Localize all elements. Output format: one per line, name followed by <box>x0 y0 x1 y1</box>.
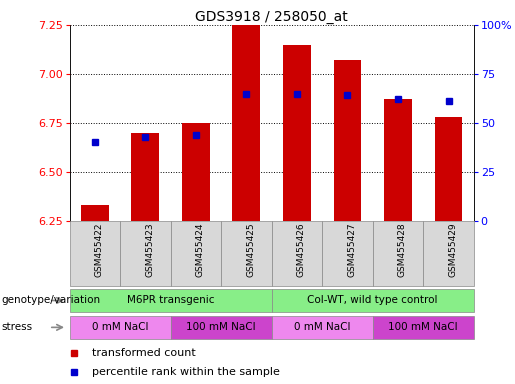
Bar <box>70 221 120 286</box>
Text: stress: stress <box>1 322 32 333</box>
Bar <box>423 221 474 286</box>
Bar <box>221 221 272 286</box>
Bar <box>81 205 109 221</box>
Text: GSM455424: GSM455424 <box>196 223 205 277</box>
Bar <box>435 117 462 221</box>
Bar <box>70 316 170 339</box>
Bar <box>70 289 272 312</box>
Bar <box>334 60 362 221</box>
Bar <box>170 221 221 286</box>
Bar <box>373 316 474 339</box>
Text: GSM455428: GSM455428 <box>398 223 407 277</box>
Bar <box>170 316 272 339</box>
Bar <box>120 221 170 286</box>
Text: 100 mM NaCl: 100 mM NaCl <box>388 322 458 333</box>
Bar <box>283 45 311 221</box>
Text: transformed count: transformed count <box>92 348 196 358</box>
Bar <box>131 132 159 221</box>
Text: genotype/variation: genotype/variation <box>1 295 100 306</box>
Text: GSM455422: GSM455422 <box>95 223 104 277</box>
Bar <box>384 99 412 221</box>
Text: M6PR transgenic: M6PR transgenic <box>127 295 214 306</box>
Text: 100 mM NaCl: 100 mM NaCl <box>186 322 256 333</box>
Text: GSM455429: GSM455429 <box>449 223 457 277</box>
Bar <box>182 123 210 221</box>
Bar <box>272 221 322 286</box>
Text: GSM455425: GSM455425 <box>246 223 255 277</box>
Bar <box>373 221 423 286</box>
Text: 0 mM NaCl: 0 mM NaCl <box>294 322 350 333</box>
Bar <box>272 316 373 339</box>
Text: GSM455426: GSM455426 <box>297 223 306 277</box>
Bar <box>232 25 260 221</box>
Text: GSM455427: GSM455427 <box>348 223 356 277</box>
Bar <box>322 221 373 286</box>
Bar <box>272 289 474 312</box>
Text: percentile rank within the sample: percentile rank within the sample <box>92 367 280 377</box>
Text: 0 mM NaCl: 0 mM NaCl <box>92 322 148 333</box>
Text: Col-WT, wild type control: Col-WT, wild type control <box>307 295 438 306</box>
Text: GSM455423: GSM455423 <box>145 223 154 277</box>
Title: GDS3918 / 258050_at: GDS3918 / 258050_at <box>195 10 348 24</box>
